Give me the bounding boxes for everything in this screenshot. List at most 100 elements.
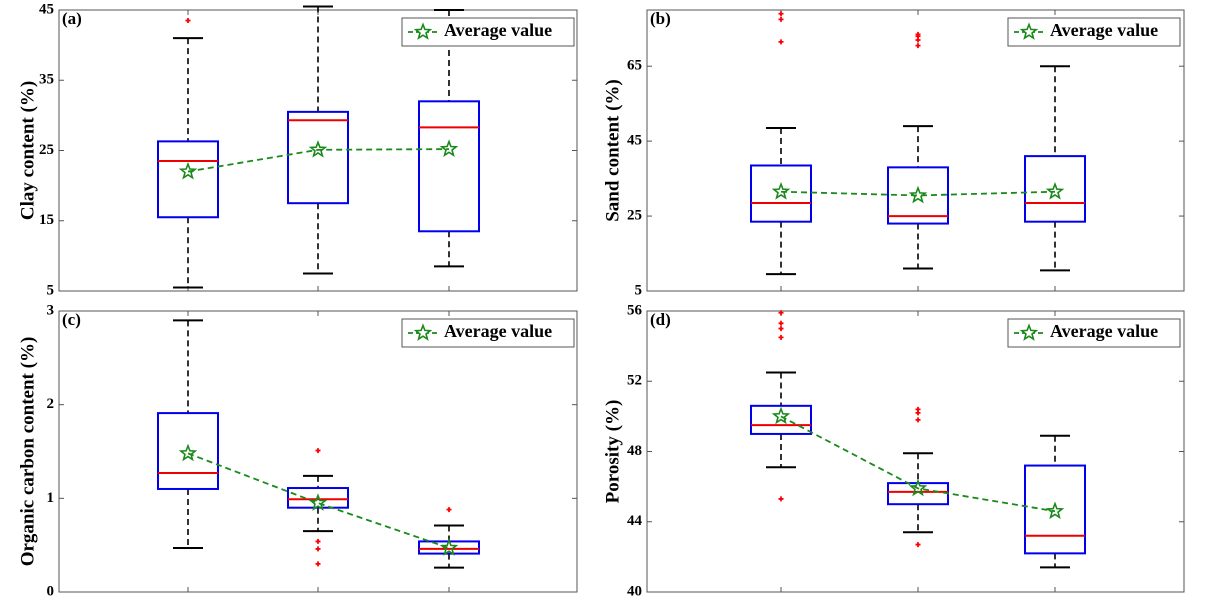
y-tick-label: 45 [627,133,642,149]
legend-label: Average value [1050,20,1158,40]
panel-label: (d) [650,310,671,329]
outlier-marker [315,538,321,544]
average-star-marker [439,139,459,157]
panel-c: 0 1 2 3 Organic carbon content (%) (c) Average… [17,302,578,599]
outlier-marker [915,406,921,412]
y-tick-label: 44 [627,513,643,529]
box-group-3 [1024,434,1086,569]
outlier-marker [915,43,921,49]
y-axis-label: Clay content (%) [17,81,38,220]
legend-star-icon [413,323,433,341]
average-star-marker [771,181,791,200]
panel-label: (b) [650,9,671,28]
iqr-box [1024,155,1086,223]
box-group-3 [418,507,480,569]
outlier-marker [778,334,784,340]
y-tick-label: 2 [47,396,55,412]
y-tick-label: 0 [47,583,55,599]
outlier-marker [778,16,784,22]
panel-label: (a) [62,9,82,28]
y-tick-label: 52 [627,373,642,389]
y-tick-label: 35 [39,72,54,88]
box-group-1 [157,319,219,549]
iqr-box [1024,464,1086,555]
average-line [780,415,1056,513]
axes-frame [646,310,1185,593]
iqr-box [750,404,812,435]
average-star-marker [178,443,198,462]
outlier-marker [778,11,784,17]
panel-d: 40 44 48 52 56 Porosity (%) (d) Average value [602,302,1185,599]
legend-label: Average value [444,20,552,40]
box-group-2 [287,5,349,275]
average-star-marker [308,493,328,511]
y-axis-label: Organic carbon content (%) [17,337,38,567]
legend-box [1007,17,1181,47]
legend-label: Average value [444,321,552,341]
legend-box [401,17,575,47]
box-group-2 [887,31,949,270]
y-tick-label: 1 [47,490,55,506]
iqr-box [157,140,219,219]
average-star-marker [1045,501,1065,520]
y-tick-label: 56 [627,302,643,318]
y-axis-label: Sand content (%) [602,79,623,222]
iqr-box [157,412,219,490]
y-tick-label: 25 [627,208,642,224]
average-line [187,452,450,549]
average-line [780,190,1056,197]
legend: Average value [401,318,575,348]
average-star-marker [771,406,791,425]
average-line [187,148,450,173]
panel-a: 5 15 25 35 45 Clay content (%) (a) Average valu… [17,1,578,298]
y-axis-label: Porosity (%) [602,400,623,504]
outlier-marker [778,310,784,316]
box-group-1 [750,11,812,276]
panel-label: (c) [62,310,81,329]
outlier-marker [915,542,921,548]
average-star-marker [178,161,198,180]
outlier-marker [915,31,921,37]
axes-frame [646,9,1185,292]
y-tick-label: 5 [47,282,55,298]
box-group-3 [1024,65,1086,272]
outlier-marker [315,561,321,567]
outlier-marker [778,320,784,326]
y-tick-label: 45 [39,1,54,17]
average-star-marker [308,140,328,158]
y-tick-label: 65 [627,58,642,74]
box-group-1 [157,18,219,289]
iqr-box [287,487,349,509]
outlier-marker [315,546,321,552]
y-tick-label: 3 [47,302,55,318]
y-tick-label: 40 [627,583,642,599]
outlier-marker [778,326,784,332]
iqr-box [287,110,349,205]
average-star-marker [908,185,928,204]
outlier-marker [446,507,452,513]
legend-star-icon [1019,323,1039,341]
box-group-1 [750,310,812,502]
y-tick-label: 25 [39,142,54,158]
y-tick-label: 5 [635,282,643,298]
iqr-box [418,100,480,233]
legend-box [1007,318,1181,348]
outlier-marker [315,448,321,454]
y-tick-label: 48 [627,443,642,459]
legend: Average value [1007,17,1181,47]
box-group-3 [418,9,480,268]
average-star-marker [439,538,459,556]
iqr-box [750,164,812,223]
legend: Average value [1007,318,1181,348]
legend-star-icon [1019,22,1039,40]
outlier-marker [915,417,921,423]
legend-label: Average value [1050,321,1158,341]
outlier-marker [778,496,784,502]
average-star-marker [1045,181,1065,200]
average-star-marker [908,478,928,497]
iqr-box [887,482,949,506]
iqr-box [887,166,949,225]
legend-star-icon [413,22,433,40]
